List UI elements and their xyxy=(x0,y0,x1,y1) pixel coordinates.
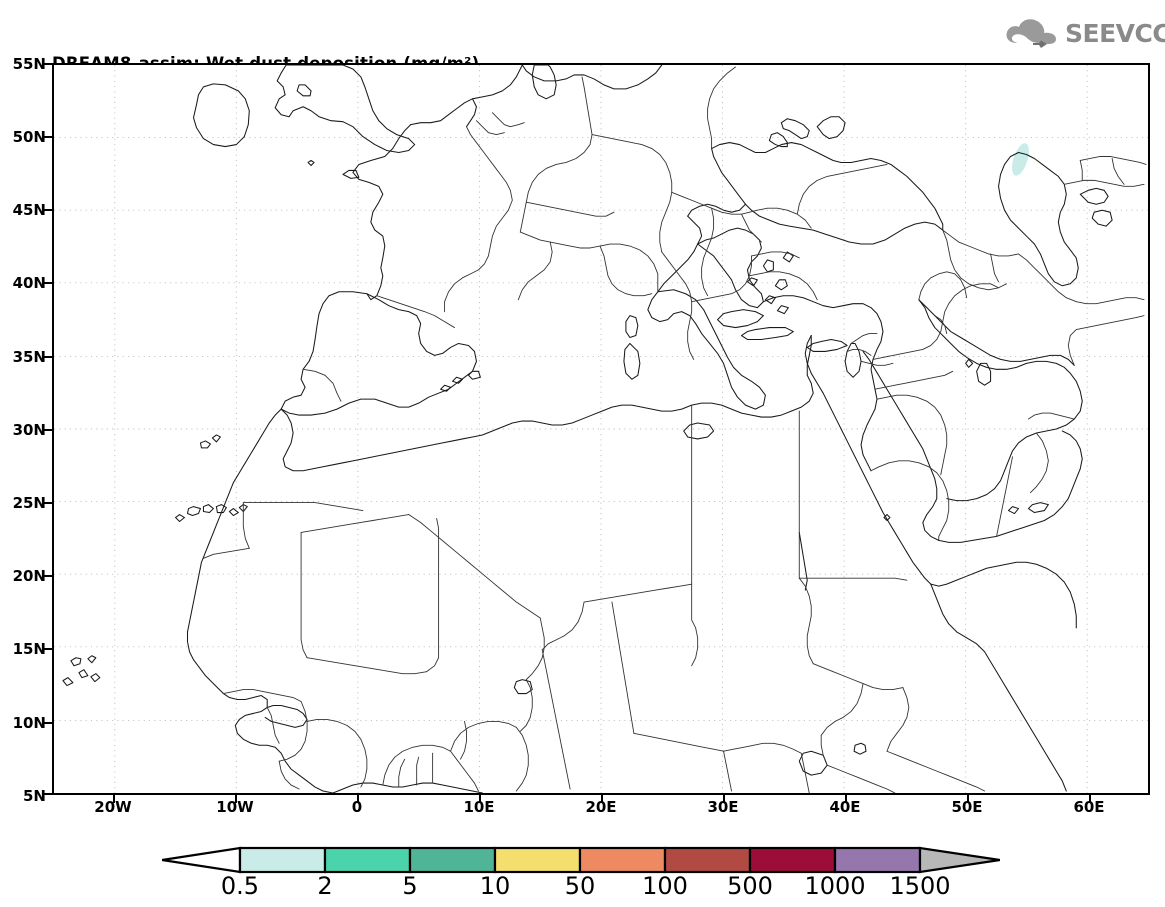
y-axis-label: 50N xyxy=(12,128,46,146)
colorbar-segment xyxy=(833,846,922,874)
y-axis-tick xyxy=(43,793,52,795)
dust-field-layer xyxy=(1012,143,1029,176)
y-axis-label: 20N xyxy=(12,567,46,585)
x-axis-label: 50E xyxy=(951,798,983,816)
map-canvas: .coast { fill:none; stroke:#1a1a1a; stro… xyxy=(54,65,1148,793)
country-borders xyxy=(203,66,1147,793)
y-axis-tick xyxy=(43,429,52,431)
colorbar-segment xyxy=(408,846,497,874)
y-axis-label: 55N xyxy=(12,55,46,73)
x-axis-label: 10E xyxy=(463,798,495,816)
x-axis-tick xyxy=(601,795,603,803)
x-axis-tick xyxy=(357,795,359,803)
colorbar-min-arrow xyxy=(162,846,242,874)
x-axis-label: 60E xyxy=(1073,798,1105,816)
x-axis-tick xyxy=(967,795,969,803)
x-axis-label: 20W xyxy=(94,798,132,816)
x-axis-tick xyxy=(845,795,847,803)
colorbar-tick-label: 0.5 xyxy=(220,872,260,900)
colorbar-segment xyxy=(493,846,582,874)
colorbar-tick-label: 1500 xyxy=(889,872,951,900)
y-axis-tick xyxy=(43,136,52,138)
colorbar-max-arrow xyxy=(918,846,1000,874)
graticule xyxy=(54,65,1148,793)
y-axis-tick xyxy=(43,575,52,577)
colorbar-tick-label: 1000 xyxy=(804,872,866,900)
y-axis-tick xyxy=(43,63,52,65)
colorbar-segment xyxy=(238,846,327,874)
map-plot-area[interactable]: .coast { fill:none; stroke:#1a1a1a; stro… xyxy=(52,63,1150,795)
colorbar-svg xyxy=(162,846,1000,874)
y-axis-label: 25N xyxy=(12,494,46,512)
colorbar-tick-label: 10 xyxy=(479,872,511,900)
colorbar-segment xyxy=(323,846,412,874)
x-axis-label: 0 xyxy=(351,798,363,816)
colorbar-tick-label: 2 xyxy=(317,872,333,900)
x-axis-label: 10W xyxy=(216,798,254,816)
colorbar-tick-label: 500 xyxy=(727,872,773,900)
y-axis-label: 35N xyxy=(12,348,46,366)
colorbar[interactable] xyxy=(162,846,1000,874)
colorbar-segment xyxy=(663,846,752,874)
y-axis-label: 15N xyxy=(12,640,46,658)
x-axis-tick xyxy=(723,795,725,803)
y-axis-tick xyxy=(43,648,52,650)
y-axis-tick xyxy=(43,502,52,504)
x-axis-tick xyxy=(235,795,237,803)
colorbar-tick-labels: 0.5 2 5 10 50 100 500 1000 1500 xyxy=(162,872,1000,902)
y-axis-tick xyxy=(43,209,52,211)
y-axis-label: 40N xyxy=(12,274,46,292)
logo-wordmark: SEEVCCC xyxy=(1065,19,1165,48)
colorbar-tick-label: 5 xyxy=(402,872,418,900)
x-axis-tick xyxy=(1089,795,1091,803)
y-axis-label: 45N xyxy=(12,201,46,219)
x-axis-label: 40E xyxy=(829,798,861,816)
y-axis-tick xyxy=(43,282,52,284)
x-axis-label: 30E xyxy=(707,798,739,816)
colorbar-tick-label: 100 xyxy=(642,872,688,900)
cloud-icon xyxy=(1006,19,1056,48)
seevccc-logo: SEEVCCC xyxy=(1003,13,1165,55)
x-axis-tick xyxy=(113,795,115,803)
y-axis-label: 30N xyxy=(12,421,46,439)
x-axis-label: 20E xyxy=(585,798,617,816)
x-axis-tick xyxy=(479,795,481,803)
colorbar-segment xyxy=(748,846,837,874)
colorbar-segment xyxy=(578,846,667,874)
coastlines xyxy=(62,65,1113,793)
y-axis-label: 10N xyxy=(12,714,46,732)
y-axis-tick xyxy=(43,356,52,358)
y-axis-label: 5N xyxy=(23,787,46,805)
wet-deposition-patch-caspian-north xyxy=(1012,143,1029,176)
colorbar-tick-label: 50 xyxy=(564,872,596,900)
y-axis-tick xyxy=(43,722,52,724)
